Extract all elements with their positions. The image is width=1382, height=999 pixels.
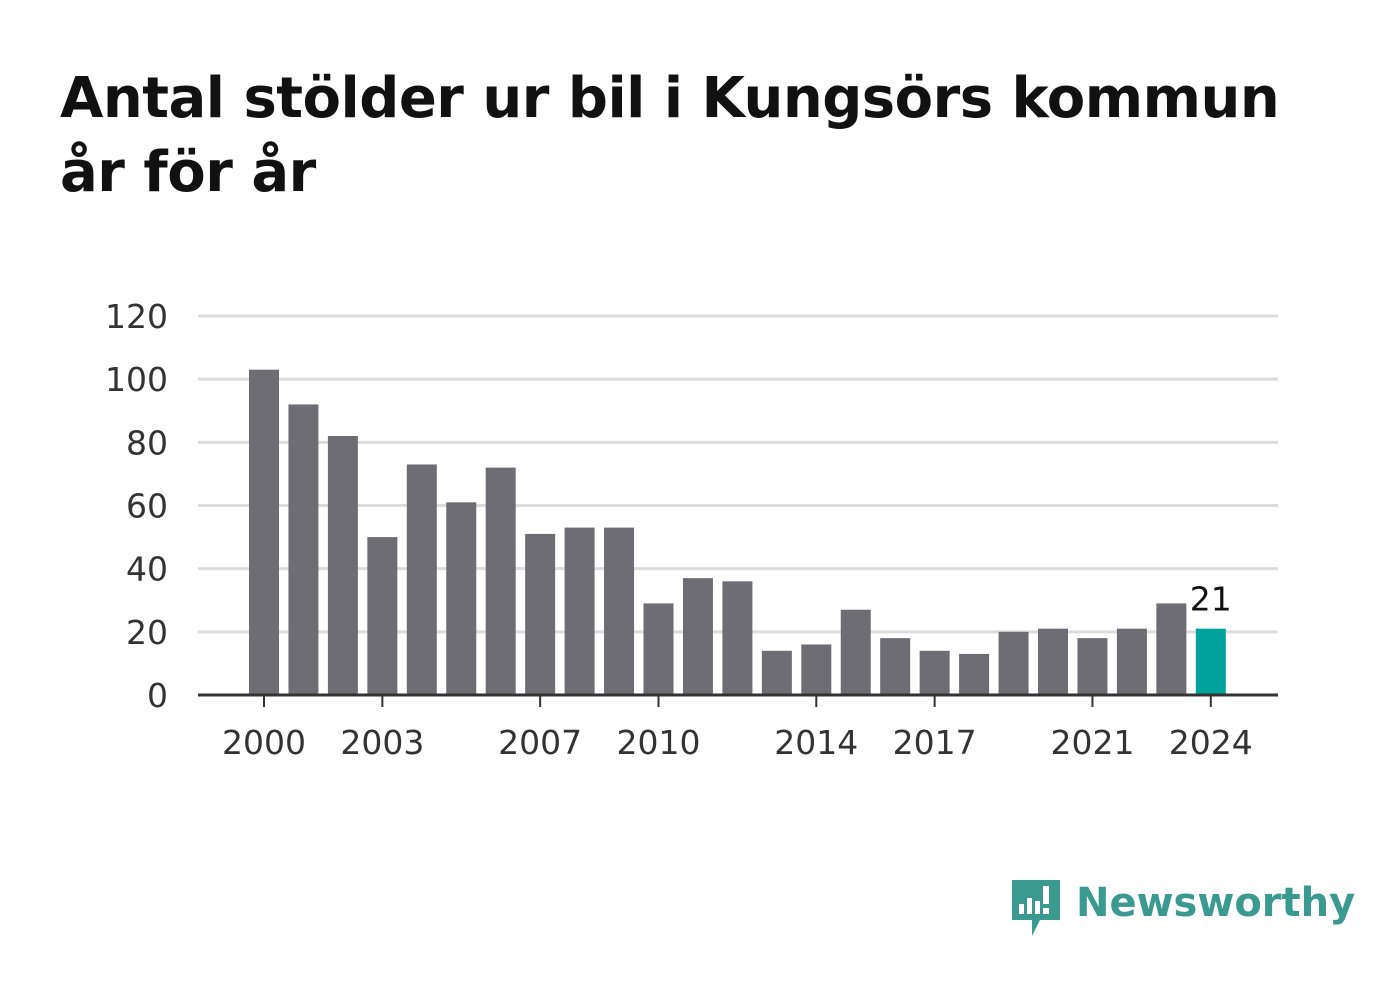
bar-2020 — [1038, 628, 1068, 695]
x-axis — [198, 693, 1278, 707]
y-tick-label-80: 80 — [126, 423, 168, 462]
bar-2009 — [604, 527, 635, 695]
bar-2014 — [801, 644, 832, 695]
y-axis-tick-labels: 0 20 40 60 80 100 120 — [105, 297, 168, 715]
x-tick-label-2000: 2000 — [222, 723, 306, 762]
bar-2016 — [880, 638, 911, 695]
x-tick-label-2003: 2003 — [340, 723, 424, 762]
data-label-2024: 21 — [1190, 580, 1232, 619]
bar-2015 — [840, 609, 871, 695]
brand-name: Newsworthy — [1076, 880, 1356, 926]
bar-2019 — [998, 631, 1029, 695]
bar-2005 — [446, 502, 477, 695]
y-tick-label-60: 60 — [126, 487, 168, 526]
chart-title: Antal stölder ur bil i Kungsörs kommun å… — [60, 66, 1280, 205]
bar-2008 — [564, 527, 595, 695]
newsworthy-logo-icon — [1012, 880, 1060, 936]
data-labels: 21 — [1190, 580, 1232, 619]
bar-2006 — [485, 467, 516, 695]
y-tick-label-0: 0 — [147, 676, 168, 715]
x-tick-label-2017: 2017 — [893, 723, 977, 762]
bar-2002 — [327, 436, 358, 695]
bar-2004 — [406, 464, 437, 695]
bar-2018 — [959, 653, 990, 695]
bar-2021 — [1077, 638, 1108, 695]
x-tick-label-2007: 2007 — [498, 723, 582, 762]
bar-2017 — [919, 650, 950, 695]
y-tick-label-40: 40 — [126, 550, 168, 589]
bar-2010 — [643, 603, 674, 695]
bar-2023 — [1156, 603, 1187, 695]
x-tick-label-2024: 2024 — [1169, 723, 1253, 762]
bar-2012 — [722, 581, 753, 695]
bar-2013 — [761, 650, 792, 695]
bar-2000 — [249, 369, 279, 695]
bar-2003 — [367, 537, 398, 695]
newsworthy-logo: Newsworthy — [1010, 878, 1355, 942]
x-tick-label-2010: 2010 — [617, 723, 701, 762]
bar-2024 — [1195, 628, 1226, 695]
bar-2022 — [1116, 628, 1147, 695]
x-axis-tick-labels: 2000 2003 2007 2010 2014 2017 2021 2024 — [222, 723, 1253, 762]
bars — [249, 369, 1226, 695]
x-tick-label-2014: 2014 — [774, 723, 858, 762]
bar-2001 — [288, 404, 319, 695]
bar-2007 — [525, 533, 556, 695]
y-tick-label-100: 100 — [105, 360, 168, 399]
x-tick-label-2021: 2021 — [1050, 723, 1134, 762]
y-tick-label-120: 120 — [105, 297, 168, 336]
y-tick-label-20: 20 — [126, 613, 168, 652]
bar-2011 — [682, 578, 713, 695]
